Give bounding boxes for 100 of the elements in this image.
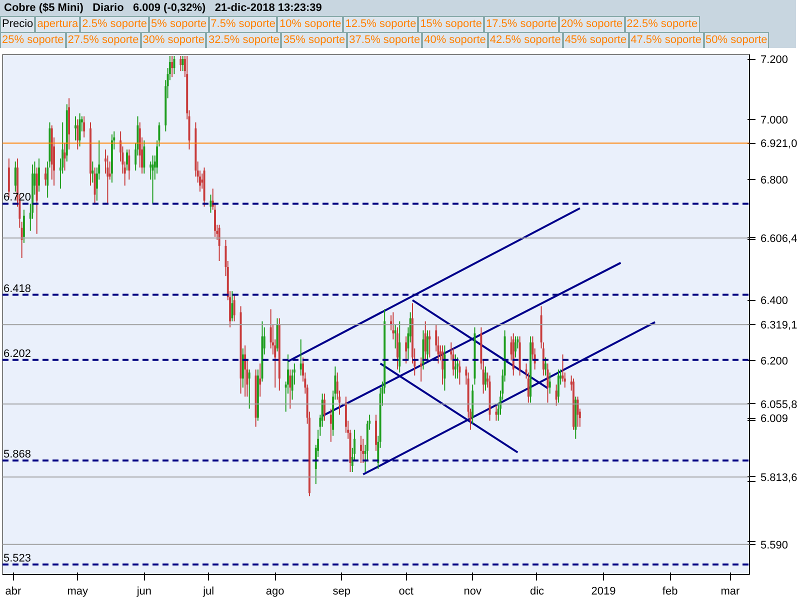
candlestick	[544, 356, 547, 376]
ref-line-label: 6.319,1	[760, 320, 798, 332]
x-tick-label: jun	[136, 586, 152, 598]
candlestick	[576, 396, 579, 428]
candlestick	[210, 194, 212, 214]
x-tick-label: feb	[662, 586, 678, 598]
x-tick-label: 2019	[591, 586, 616, 598]
x-tick-label: may	[67, 586, 89, 598]
x-tick-label: oct	[398, 586, 414, 598]
y-tick-label: 7.000	[760, 114, 788, 126]
text: 5% soporte	[149, 16, 209, 34]
candlestick	[557, 369, 560, 404]
ref-line-label: 5.813,6	[760, 472, 798, 484]
x-tick-label: dic	[530, 586, 545, 598]
text: 12.5% soporte	[343, 16, 418, 34]
candlestick	[182, 56, 184, 72]
candlestick	[495, 405, 498, 422]
text: 20% soporte	[558, 16, 625, 34]
ref-line-label: 6.921,0	[760, 138, 798, 150]
candlestick	[394, 324, 396, 349]
candlestick	[362, 438, 364, 464]
candlestick	[171, 56, 174, 78]
text: 15% soporte	[418, 16, 484, 34]
text: 37.5% soporte	[347, 32, 422, 50]
x-tick-label: abr	[5, 586, 22, 598]
candlestick	[143, 140, 146, 174]
text: 7.5% soporte	[208, 16, 278, 34]
candlestick	[420, 356, 422, 382]
candlestick	[126, 148, 128, 172]
candlestick	[428, 330, 431, 358]
text: 22.5% soporte	[624, 16, 700, 34]
candlestick	[44, 167, 46, 186]
candlestick	[289, 369, 292, 410]
text: Precio	[0, 16, 36, 34]
ref-line-label: 6.055,8	[760, 398, 798, 411]
text: apertura	[35, 16, 80, 34]
text: 10% soporte	[277, 16, 344, 34]
ref-line-label: 6.418	[4, 282, 32, 295]
x-tick-label: nov	[464, 586, 482, 598]
y-tick-label: 6.200	[760, 355, 788, 368]
candlestick	[83, 116, 86, 138]
chart-title: Cobre ($5 Mini) Diario 6.009 (-0,32%) 21-dic-2018 13:23:39	[3, 1, 323, 16]
candlestick	[458, 360, 461, 386]
candlestick	[426, 330, 428, 361]
candlestick	[442, 344, 444, 386]
candlestick	[454, 354, 456, 380]
y-tick-label: 7.200	[760, 54, 788, 66]
candlestick	[248, 369, 250, 410]
candlestick	[424, 320, 426, 361]
candlestick	[74, 116, 76, 141]
candlestick	[548, 372, 551, 394]
ref-line-label: 6.202	[4, 348, 32, 360]
x-tick-label: sep	[332, 586, 351, 598]
y-tick-label: 6.800	[760, 174, 788, 187]
candlestick	[94, 167, 96, 204]
text: 25% soporte	[0, 32, 66, 50]
candlestick	[259, 362, 262, 398]
candlestick	[173, 56, 176, 75]
candlestick	[484, 366, 486, 392]
candlestick	[233, 294, 236, 322]
text: 50% soporte	[704, 32, 770, 50]
y-tick-label: 6.009	[760, 413, 788, 426]
candlestick	[78, 112, 81, 147]
ref-line-label: 5.590	[760, 539, 788, 552]
candlestick	[360, 435, 362, 464]
candlestick	[92, 161, 94, 184]
candlestick	[546, 362, 549, 404]
candlestick	[38, 158, 40, 192]
candlestick	[514, 336, 517, 358]
candlestick	[76, 118, 79, 150]
text: 47.5% soporte	[628, 32, 704, 50]
candlestick	[405, 336, 408, 364]
candlestick	[330, 408, 332, 442]
ref-line-label: 5.523	[4, 552, 32, 565]
candlestick	[231, 290, 234, 322]
candlestick	[128, 148, 130, 180]
ref-line-label: 5.868	[4, 448, 32, 461]
x-tick-label: ago	[266, 586, 284, 598]
candlestick	[456, 356, 459, 380]
text: 2.5% soporte	[80, 16, 149, 34]
ref-line-label: 6.606,4	[760, 232, 798, 245]
candlestick	[22, 209, 25, 244]
candlestick	[324, 393, 326, 422]
x-tick-label: mar	[720, 586, 740, 598]
text: 32.5% soporte	[206, 32, 282, 50]
text: 17.5% soporte	[484, 16, 559, 34]
candlestick	[14, 161, 16, 192]
candlestick	[555, 384, 558, 406]
candlestick	[218, 224, 220, 262]
text: 45% soporte	[562, 32, 629, 50]
candlestick	[180, 56, 182, 72]
candlestick	[300, 338, 302, 376]
text: 27.5% soporte	[66, 32, 141, 50]
text: 30% soporte	[140, 32, 206, 50]
text: 42.5% soporte	[488, 32, 563, 50]
x-tick-label: jul	[202, 586, 214, 598]
candlestick	[392, 312, 394, 340]
text: 35% soporte	[281, 32, 348, 50]
text: 40% soporte	[422, 32, 488, 50]
y-tick-label: 6.400	[760, 295, 788, 308]
